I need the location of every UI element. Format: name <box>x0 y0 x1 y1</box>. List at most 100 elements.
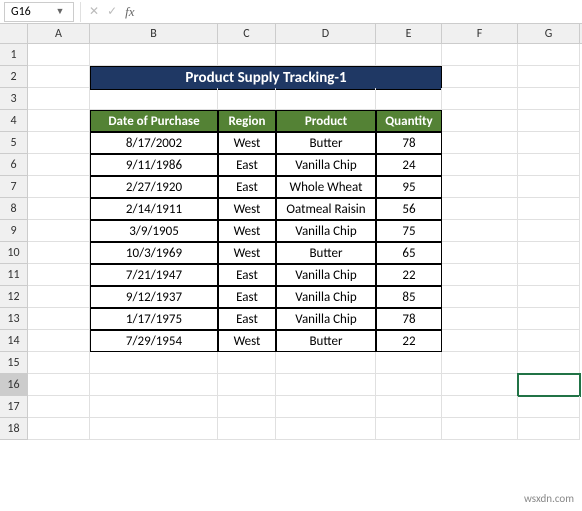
table-cell[interactable]: Butter <box>276 242 376 264</box>
cell-F11[interactable] <box>442 264 518 286</box>
cell-A2[interactable] <box>28 66 90 88</box>
cell-F6[interactable] <box>442 154 518 176</box>
cell-F4[interactable] <box>442 110 518 132</box>
cell-F8[interactable] <box>442 198 518 220</box>
cell-D16[interactable] <box>276 374 376 396</box>
cell-F1[interactable] <box>442 44 518 66</box>
row-header-16[interactable]: 16 <box>0 374 27 396</box>
cell-A18[interactable] <box>28 418 90 440</box>
cell-E17[interactable] <box>376 396 442 418</box>
cell-F7[interactable] <box>442 176 518 198</box>
table-cell[interactable]: 7/29/1954 <box>90 330 218 352</box>
table-cell[interactable]: West <box>218 242 276 264</box>
table-cell[interactable]: Whole Wheat <box>276 176 376 198</box>
row-header-11[interactable]: 11 <box>0 264 27 286</box>
table-cell[interactable]: West <box>218 132 276 154</box>
table-cell[interactable]: 75 <box>376 220 442 242</box>
cell-D15[interactable] <box>276 352 376 374</box>
cell-G11[interactable] <box>518 264 580 286</box>
cell-A7[interactable] <box>28 176 90 198</box>
cell-D3[interactable] <box>276 88 376 110</box>
table-cell[interactable]: East <box>218 286 276 308</box>
table-cell[interactable]: West <box>218 198 276 220</box>
column-header-D[interactable]: D <box>276 24 376 43</box>
row-header-13[interactable]: 13 <box>0 308 27 330</box>
cell-G7[interactable] <box>518 176 580 198</box>
cell-A4[interactable] <box>28 110 90 132</box>
cell-B1[interactable] <box>90 44 218 66</box>
row-header-9[interactable]: 9 <box>0 220 27 242</box>
row-header-10[interactable]: 10 <box>0 242 27 264</box>
cell-F18[interactable] <box>442 418 518 440</box>
table-cell[interactable]: East <box>218 176 276 198</box>
cell-F16[interactable] <box>442 374 518 396</box>
cell-F3[interactable] <box>442 88 518 110</box>
row-header-17[interactable]: 17 <box>0 396 27 418</box>
cell-G12[interactable] <box>518 286 580 308</box>
table-cell[interactable]: 65 <box>376 242 442 264</box>
cell-A17[interactable] <box>28 396 90 418</box>
table-cell[interactable]: East <box>218 308 276 330</box>
row-header-5[interactable]: 5 <box>0 132 27 154</box>
cell-G1[interactable] <box>518 44 580 66</box>
table-cell[interactable]: Vanilla Chip <box>276 308 376 330</box>
cell-A1[interactable] <box>28 44 90 66</box>
formula-input[interactable] <box>141 2 582 22</box>
table-cell[interactable]: Oatmeal Raisin <box>276 198 376 220</box>
cell-A13[interactable] <box>28 308 90 330</box>
table-cell[interactable]: 3/9/1905 <box>90 220 218 242</box>
select-all-corner[interactable] <box>0 24 28 44</box>
row-header-2[interactable]: 2 <box>0 66 27 88</box>
cell-G4[interactable] <box>518 110 580 132</box>
cell-D18[interactable] <box>276 418 376 440</box>
table-cell[interactable]: West <box>218 330 276 352</box>
table-cell[interactable]: 9/12/1937 <box>90 286 218 308</box>
column-header-B[interactable]: B <box>90 24 218 43</box>
cell-F13[interactable] <box>442 308 518 330</box>
cell-G17[interactable] <box>518 396 580 418</box>
cell-C16[interactable] <box>218 374 276 396</box>
row-header-18[interactable]: 18 <box>0 418 27 440</box>
name-box[interactable]: G16 ▼ <box>4 2 74 22</box>
table-cell[interactable]: 95 <box>376 176 442 198</box>
table-cell[interactable]: Butter <box>276 330 376 352</box>
table-cell[interactable]: Vanilla Chip <box>276 220 376 242</box>
cell-A10[interactable] <box>28 242 90 264</box>
cell-B17[interactable] <box>90 396 218 418</box>
row-header-6[interactable]: 6 <box>0 154 27 176</box>
row-header-12[interactable]: 12 <box>0 286 27 308</box>
row-header-8[interactable]: 8 <box>0 198 27 220</box>
cell-A9[interactable] <box>28 220 90 242</box>
table-cell[interactable]: Vanilla Chip <box>276 286 376 308</box>
cancel-icon[interactable]: ✕ <box>89 4 99 19</box>
table-cell[interactable]: 2/27/1920 <box>90 176 218 198</box>
table-cell[interactable]: 24 <box>376 154 442 176</box>
cell-F9[interactable] <box>442 220 518 242</box>
confirm-icon[interactable]: ✓ <box>107 4 117 19</box>
cell-C18[interactable] <box>218 418 276 440</box>
cell-B18[interactable] <box>90 418 218 440</box>
cell-A3[interactable] <box>28 88 90 110</box>
table-header-region[interactable]: Region <box>218 110 276 132</box>
table-header-date-of-purchase[interactable]: Date of Purchase <box>90 110 218 132</box>
cell-E1[interactable] <box>376 44 442 66</box>
active-cell[interactable] <box>518 374 580 396</box>
cell-G6[interactable] <box>518 154 580 176</box>
cell-F10[interactable] <box>442 242 518 264</box>
cell-B16[interactable] <box>90 374 218 396</box>
table-cell[interactable]: 78 <box>376 132 442 154</box>
table-cell[interactable]: Vanilla Chip <box>276 264 376 286</box>
cell-C15[interactable] <box>218 352 276 374</box>
cell-E18[interactable] <box>376 418 442 440</box>
cell-F17[interactable] <box>442 396 518 418</box>
row-header-15[interactable]: 15 <box>0 352 27 374</box>
row-header-7[interactable]: 7 <box>0 176 27 198</box>
table-cell[interactable]: 85 <box>376 286 442 308</box>
cell-A12[interactable] <box>28 286 90 308</box>
cell-B3[interactable] <box>90 88 218 110</box>
cell-C17[interactable] <box>218 396 276 418</box>
cell-G10[interactable] <box>518 242 580 264</box>
cell-G2[interactable] <box>518 66 580 88</box>
cell-E15[interactable] <box>376 352 442 374</box>
title-banner[interactable]: Product Supply Tracking-1 <box>90 66 442 90</box>
